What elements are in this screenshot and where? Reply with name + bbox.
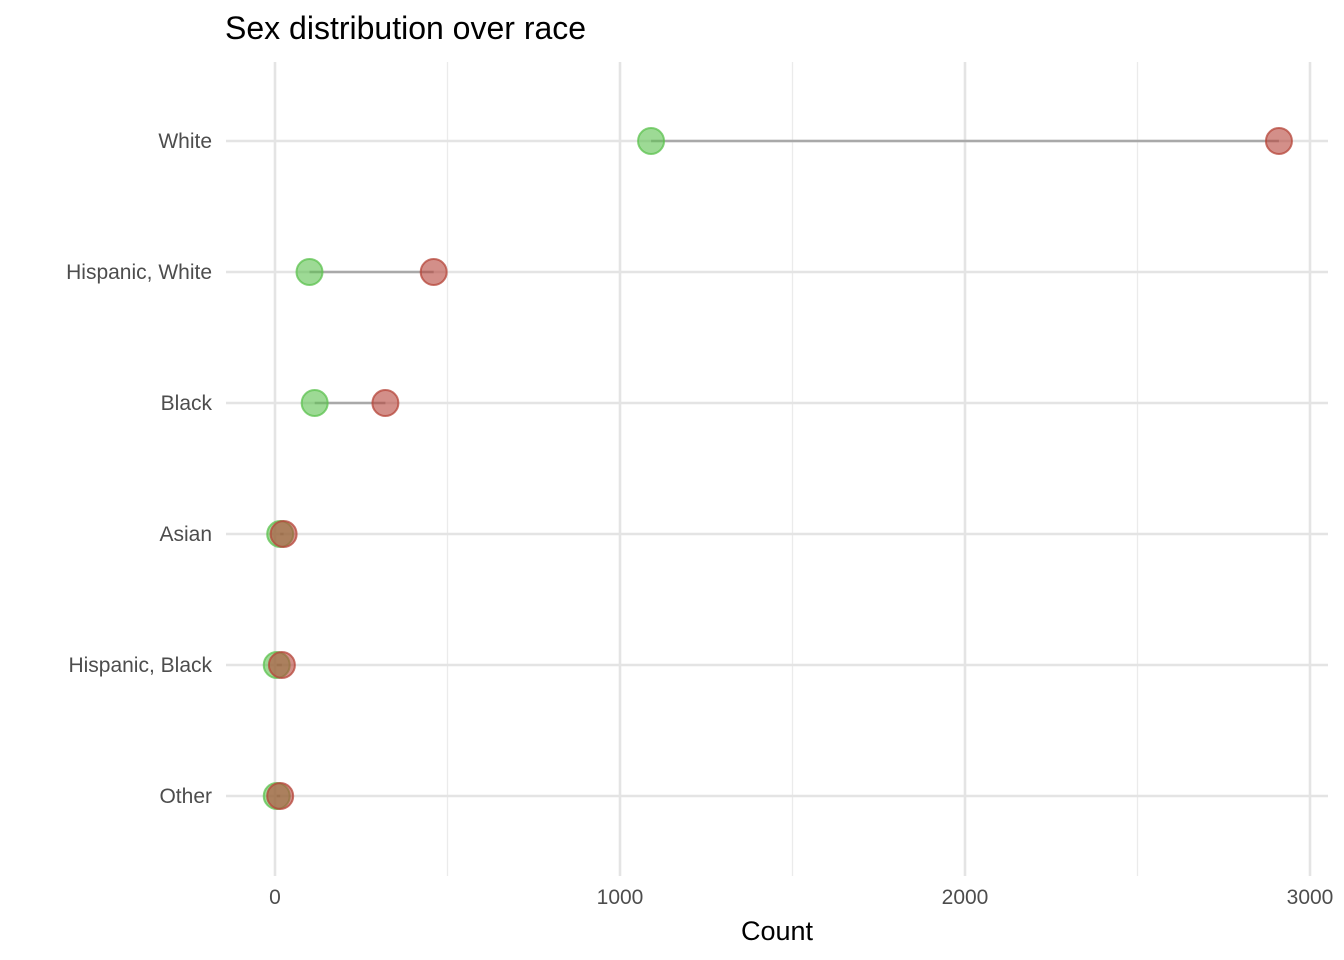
series-2-point [419,258,448,286]
y-tick-label: Asian [159,523,212,546]
y-tick-label: Other [159,785,212,808]
x-tick-label: 0 [269,886,281,909]
series-1-point [295,258,324,286]
points [262,127,1293,810]
series-2-point [371,389,400,417]
series-2-point [267,651,296,679]
series-2-point [269,520,298,548]
x-tick-label: 2000 [942,886,989,909]
chart-title: Sex distribution over race [225,10,586,46]
series-2-point [1264,127,1293,155]
x-axis-labels: 0 1000 2000 3000 [269,886,1333,909]
grid [226,62,1328,876]
series-1-point [300,389,329,417]
y-tick-label: Hispanic, White [66,261,212,284]
segments [276,139,1279,798]
x-tick-label: 3000 [1287,886,1334,909]
y-tick-label: Hispanic, Black [68,654,212,677]
x-tick-label: 1000 [597,886,644,909]
x-axis-title: Count [741,916,814,946]
y-tick-label: White [158,130,212,153]
y-tick-label: Black [161,392,213,415]
series-1-point [637,127,666,155]
series-2-point [266,782,295,810]
y-axis-labels: White Hispanic, White Black Asian Hispanic, … [66,130,212,808]
